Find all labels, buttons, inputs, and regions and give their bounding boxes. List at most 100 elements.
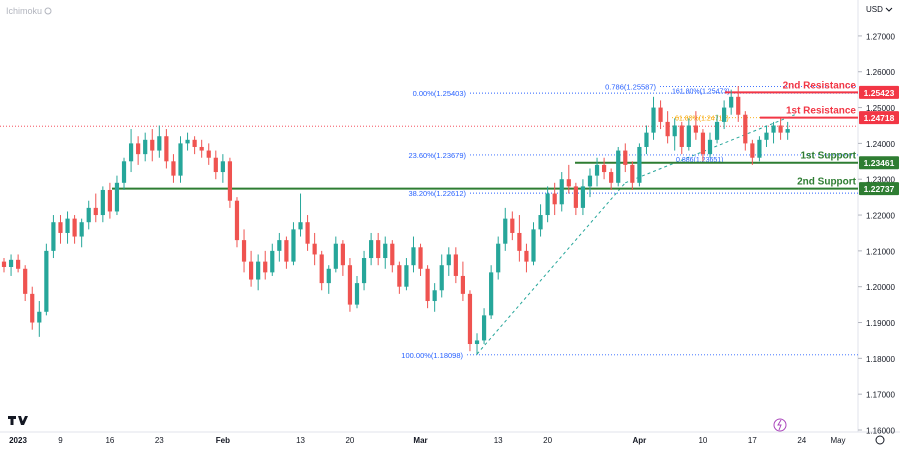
- trendline-dashed: [476, 182, 626, 355]
- y-tick-label: 1.21000: [866, 247, 895, 256]
- candle-body: [510, 218, 515, 233]
- candle-body: [199, 146, 204, 151]
- y-tick-label: 1.23000: [866, 176, 895, 185]
- candle-body: [93, 207, 98, 216]
- candle-body: [8, 259, 14, 267]
- y-tick-label: 1.25000: [866, 104, 895, 113]
- candle-body: [785, 129, 790, 133]
- y-tick-label: 1.19000: [866, 319, 895, 328]
- candle-body: [658, 107, 663, 122]
- candle-body: [164, 136, 169, 162]
- candle-body: [178, 143, 183, 176]
- candle-body: [319, 254, 324, 284]
- candle-body: [305, 222, 310, 244]
- candle-body: [65, 218, 70, 233]
- level-label: 1st Resistance: [786, 106, 856, 117]
- price-tag-label: 1.22737: [864, 184, 895, 194]
- candle-body: [439, 265, 444, 291]
- candle-body: [545, 193, 550, 216]
- candle-body: [249, 261, 254, 280]
- fib-level-label: 161.80%(1.25473): [672, 89, 730, 96]
- candle-body: [206, 150, 211, 158]
- candle-body: [312, 243, 317, 255]
- eye-icon[interactable]: [44, 7, 52, 15]
- candle-body: [580, 186, 586, 208]
- price-tag: [859, 85, 899, 99]
- level-label: 1st Support: [800, 151, 856, 162]
- candle-body: [354, 283, 360, 305]
- chevron-down-icon: [885, 7, 893, 12]
- fib-level-label: 100.00%(1.18098): [401, 351, 463, 360]
- candle-body: [256, 261, 261, 280]
- candle-body: [778, 125, 783, 133]
- candle-body: [121, 161, 127, 183]
- fib-level-label: 0.886(1.23651): [676, 157, 723, 164]
- candle-body: [220, 161, 225, 173]
- candle-body: [566, 179, 571, 187]
- fib-level-label: 0.786(1.25587): [605, 83, 656, 92]
- x-tick-label: 17: [748, 436, 757, 445]
- candle-body: [241, 240, 247, 262]
- x-tick-label: 16: [105, 436, 114, 445]
- candle-body: [185, 139, 190, 144]
- x-tick-label: 13: [296, 436, 305, 445]
- candle-body: [23, 268, 28, 294]
- price-tag: [859, 111, 899, 125]
- candle-body: [298, 222, 303, 230]
- gear-icon[interactable]: [875, 435, 885, 445]
- candle-body: [623, 150, 628, 165]
- candle-body: [460, 275, 465, 294]
- x-tick-label: 23: [155, 436, 164, 445]
- candle-body: [707, 139, 713, 155]
- candle-body: [411, 247, 416, 266]
- candle-body: [467, 293, 473, 345]
- candle-body: [722, 107, 727, 122]
- candle-body: [376, 240, 381, 259]
- candle-body: [277, 240, 282, 251]
- indicator-label: Ichimoku: [6, 6, 42, 16]
- candle-body: [369, 240, 374, 259]
- candle-body: [136, 143, 141, 155]
- y-tick-label: 1.17000: [866, 391, 895, 400]
- candle-body: [609, 172, 614, 183]
- price-tag-label: 1.25423: [864, 88, 895, 98]
- candle-body: [651, 107, 656, 133]
- y-tick-label: 1.27000: [866, 32, 895, 41]
- candle-body: [347, 265, 353, 305]
- candle-body: [672, 125, 677, 137]
- x-tick-label: 20: [543, 436, 552, 445]
- y-tick-label: 1.18000: [866, 355, 895, 364]
- candle-body: [234, 200, 240, 241]
- candle-body: [404, 265, 409, 287]
- candle-body: [397, 265, 402, 287]
- fib-level-label: 23.60%(1.23679): [408, 151, 466, 160]
- candle-body: [594, 164, 600, 176]
- lightning-bolt: [777, 419, 782, 431]
- candle-body: [503, 218, 508, 244]
- candle-body: [496, 243, 501, 273]
- x-tick-label: 9: [58, 436, 63, 445]
- candle-body: [750, 143, 755, 158]
- candle-body: [213, 157, 218, 173]
- candle-body: [630, 164, 635, 183]
- candle-body: [44, 250, 49, 312]
- candle-body: [361, 258, 367, 284]
- candle-body: [270, 250, 275, 273]
- x-tick-label: 13: [494, 436, 503, 445]
- candle-body: [340, 243, 345, 266]
- y-tick-label: 1.26000: [866, 68, 895, 77]
- candle-body: [1, 261, 7, 267]
- candle-body: [517, 232, 522, 251]
- candle-body: [100, 189, 105, 216]
- candle-body: [390, 243, 395, 266]
- candle-body: [157, 136, 162, 151]
- candle-body: [227, 161, 233, 201]
- candle-body: [446, 254, 451, 266]
- x-tick-label: 24: [797, 436, 806, 445]
- level-label: 2nd Support: [797, 177, 857, 188]
- candle-body: [263, 261, 268, 273]
- candle-body: [326, 268, 331, 284]
